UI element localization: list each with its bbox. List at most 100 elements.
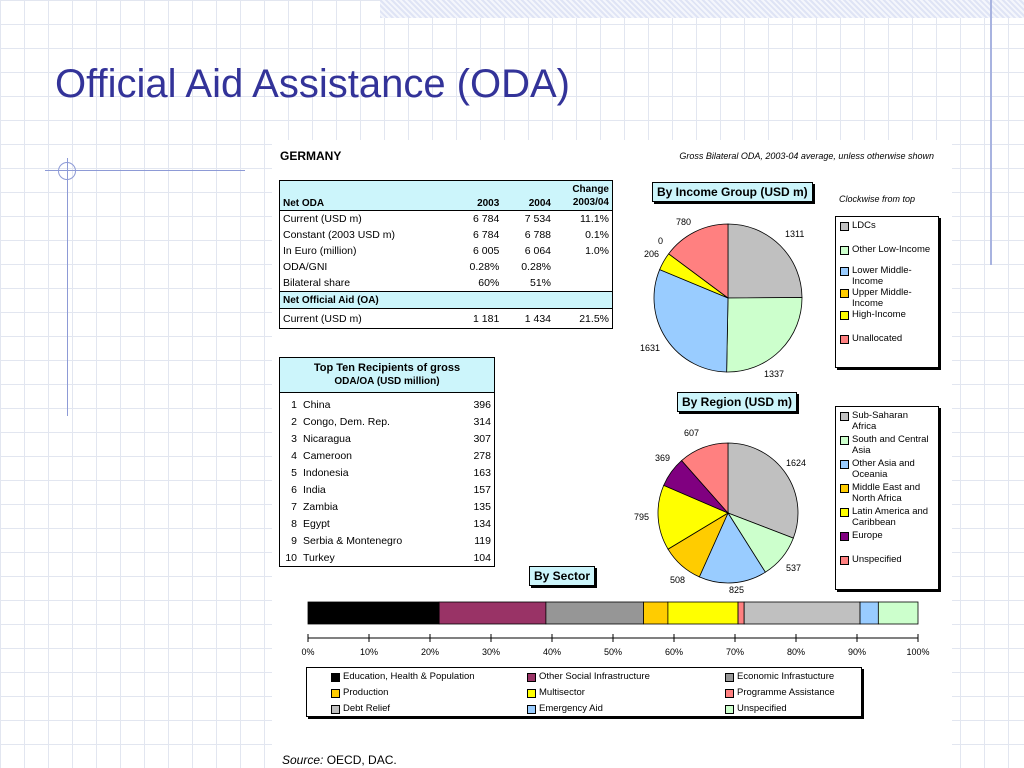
net-oda-cell: 6 784: [473, 213, 500, 225]
sector-legend-label: Programme Assistance: [737, 687, 835, 698]
sector-bar-segment-economic-infrastucture: [545, 601, 644, 625]
sector-legend-label: Other Social Infrastructure: [539, 671, 650, 682]
income-legend-label: Other Low-Income: [852, 244, 931, 255]
region-legend-label: Middle East and North Africa: [852, 482, 921, 504]
net-oa-rows: Current (USD m) 1 181 1 434 21.5%: [280, 309, 613, 329]
sector-tick-label: 30%: [481, 647, 501, 657]
top-ten-value: 314: [473, 415, 491, 428]
top-ten-value: 307: [473, 432, 491, 445]
sector-legend: Education, Health & Population Other Soci…: [306, 667, 862, 717]
region-legend: Sub-Saharan Africa South and Central Asia…: [835, 406, 939, 590]
net-oda-col-2004: 2004: [502, 180, 554, 211]
income-legend-item: Other Low-Income: [840, 244, 934, 255]
income-legend-item: Upper Middle-Income: [840, 287, 934, 309]
top-ten-rank: 6: [291, 483, 297, 496]
region-value-label: 825: [729, 585, 745, 595]
net-oda-cell: 0.28%: [469, 261, 500, 273]
sector-legend-item: Other Social Infrastructure: [527, 671, 650, 682]
net-oda-rows: Current (USD m) 6 784 7 534 11.1% Constant (…: [280, 211, 613, 292]
net-oda-cell: 51%: [529, 277, 551, 289]
top-ten-country: Congo, Dem. Rep.: [303, 415, 390, 428]
net-oda-cell: [554, 275, 613, 292]
sector-legend-label: Multisector: [539, 687, 585, 698]
top-ten-row: 4 Cameroon 278: [280, 447, 494, 464]
sector-legend-swatch: [725, 705, 734, 714]
income-legend-label: Unallocated: [852, 333, 903, 344]
top-decor-bar: [0, 0, 1024, 20]
net-oa-row: Current (USD m) 1 181 1 434 21.5%: [280, 309, 613, 329]
income-value-label: 780: [676, 217, 692, 227]
right-decor-line: [990, 0, 992, 265]
top-ten-rank: 5: [291, 466, 297, 479]
top-ten-row: 8 Egypt 134: [280, 515, 494, 532]
net-oda-table: Net ODA 2003 2004 Change 2003/04 Current…: [279, 180, 613, 329]
region-legend-swatch: [840, 556, 849, 565]
net-oda-header-row: Net ODA 2003 2004 Change 2003/04: [279, 180, 613, 211]
sector-legend-label: Education, Health & Population: [343, 671, 475, 682]
net-oda-col-change: Change 2003/04: [554, 180, 613, 211]
region-value-label: 1624: [786, 458, 807, 468]
net-oa-subheader: Net Official Aid (OA): [279, 291, 613, 309]
decor-vertical-line: [67, 158, 68, 416]
net-oda-row: Constant (2003 USD m) 6 784 6 788 0.1%: [280, 227, 613, 243]
sector-bar-segment-debt-relief: [743, 601, 861, 625]
net-oda-cell: 0.1%: [585, 229, 609, 241]
net-oda-row-label: Bilateral share: [283, 277, 351, 289]
income-legend: LDCs Other Low-Income Lower Middle-Income U…: [835, 216, 939, 368]
sector-bar-segment-programme-assistance: [737, 601, 745, 625]
top-ten-rank: 10: [285, 551, 297, 564]
top-ten-value: 119: [474, 534, 491, 547]
sector-legend-label: Emergency Aid: [539, 703, 603, 714]
top-ten-country: Indonesia: [303, 466, 349, 479]
net-oda-row: In Euro (million) 6 005 6 064 1.0%: [280, 243, 613, 259]
top-ten-subtitle: ODA/OA (USD million): [334, 376, 440, 387]
sector-tick-label: 90%: [847, 647, 867, 657]
decor-horizontal-line: [45, 170, 245, 171]
top-ten-header: Top Ten Recipients of gross ODA/OA (USD …: [280, 358, 494, 393]
top-ten-rank: 7: [291, 500, 297, 513]
region-slice-other-asia-and-oceania: [698, 512, 766, 584]
income-legend-swatch: [840, 335, 849, 344]
sector-legend-swatch: [331, 673, 340, 682]
net-oda-col-2003: 2003: [450, 180, 503, 211]
sector-legend-item: Education, Health & Population: [331, 671, 475, 682]
slide-title: Official Aid Assistance (ODA): [55, 62, 570, 106]
income-legend-label: LDCs: [852, 220, 876, 231]
sector-tick-label: 20%: [420, 647, 440, 657]
top-ten-row: 1 China 396: [280, 396, 494, 413]
sector-tick-label: 50%: [603, 647, 623, 657]
top-ten-row: 9 Serbia & Montenegro 119: [280, 532, 494, 549]
sector-tick-label: 100%: [906, 647, 930, 657]
region-legend-label: Unspecified: [852, 554, 902, 565]
decor-circle: [58, 162, 76, 180]
top-ten-country: Turkey: [303, 551, 335, 564]
sector-legend-item: Emergency Aid: [527, 703, 603, 714]
net-oda-cell: 7 534: [524, 213, 551, 225]
income-value-label: 1311: [785, 229, 805, 239]
top-ten-rank: 8: [291, 517, 297, 530]
net-oda-row-label: In Euro (million): [283, 245, 357, 257]
sector-bar-segment-production: [643, 601, 669, 625]
net-oa-cell: 1 181: [473, 313, 500, 325]
region-legend-swatch: [840, 412, 849, 421]
region-slice-sub-saharan-africa: [727, 442, 799, 539]
net-oda-row-label: Constant (2003 USD m): [283, 229, 396, 241]
region-value-label: 795: [634, 512, 650, 522]
net-oda-col-label: Net ODA: [279, 180, 451, 211]
top-ten-value: 278: [473, 449, 491, 462]
net-oda-cell: 11.1%: [580, 213, 609, 225]
sector-legend-item: Programme Assistance: [725, 687, 835, 698]
sector-tick-label: 0%: [301, 647, 315, 657]
region-chart-title: By Region (USD m): [677, 392, 798, 412]
sector-bar-segment-unspecified: [877, 601, 919, 625]
sector-bar-segment-multisector: [667, 601, 739, 625]
top-ten-country: Nicaragua: [303, 432, 351, 445]
top-ten-table: Top Ten Recipients of gross ODA/OA (USD …: [279, 357, 495, 567]
income-pie: [653, 223, 803, 373]
net-oda-cell: 1.0%: [585, 245, 609, 257]
net-oda-cell: 6 064: [524, 245, 551, 257]
top-ten-rank: 4: [291, 449, 297, 462]
region-legend-label: Sub-Saharan Africa: [852, 410, 908, 432]
income-chart-title: By Income Group (USD m): [652, 182, 813, 202]
sector-chart-title: By Sector: [529, 566, 596, 586]
